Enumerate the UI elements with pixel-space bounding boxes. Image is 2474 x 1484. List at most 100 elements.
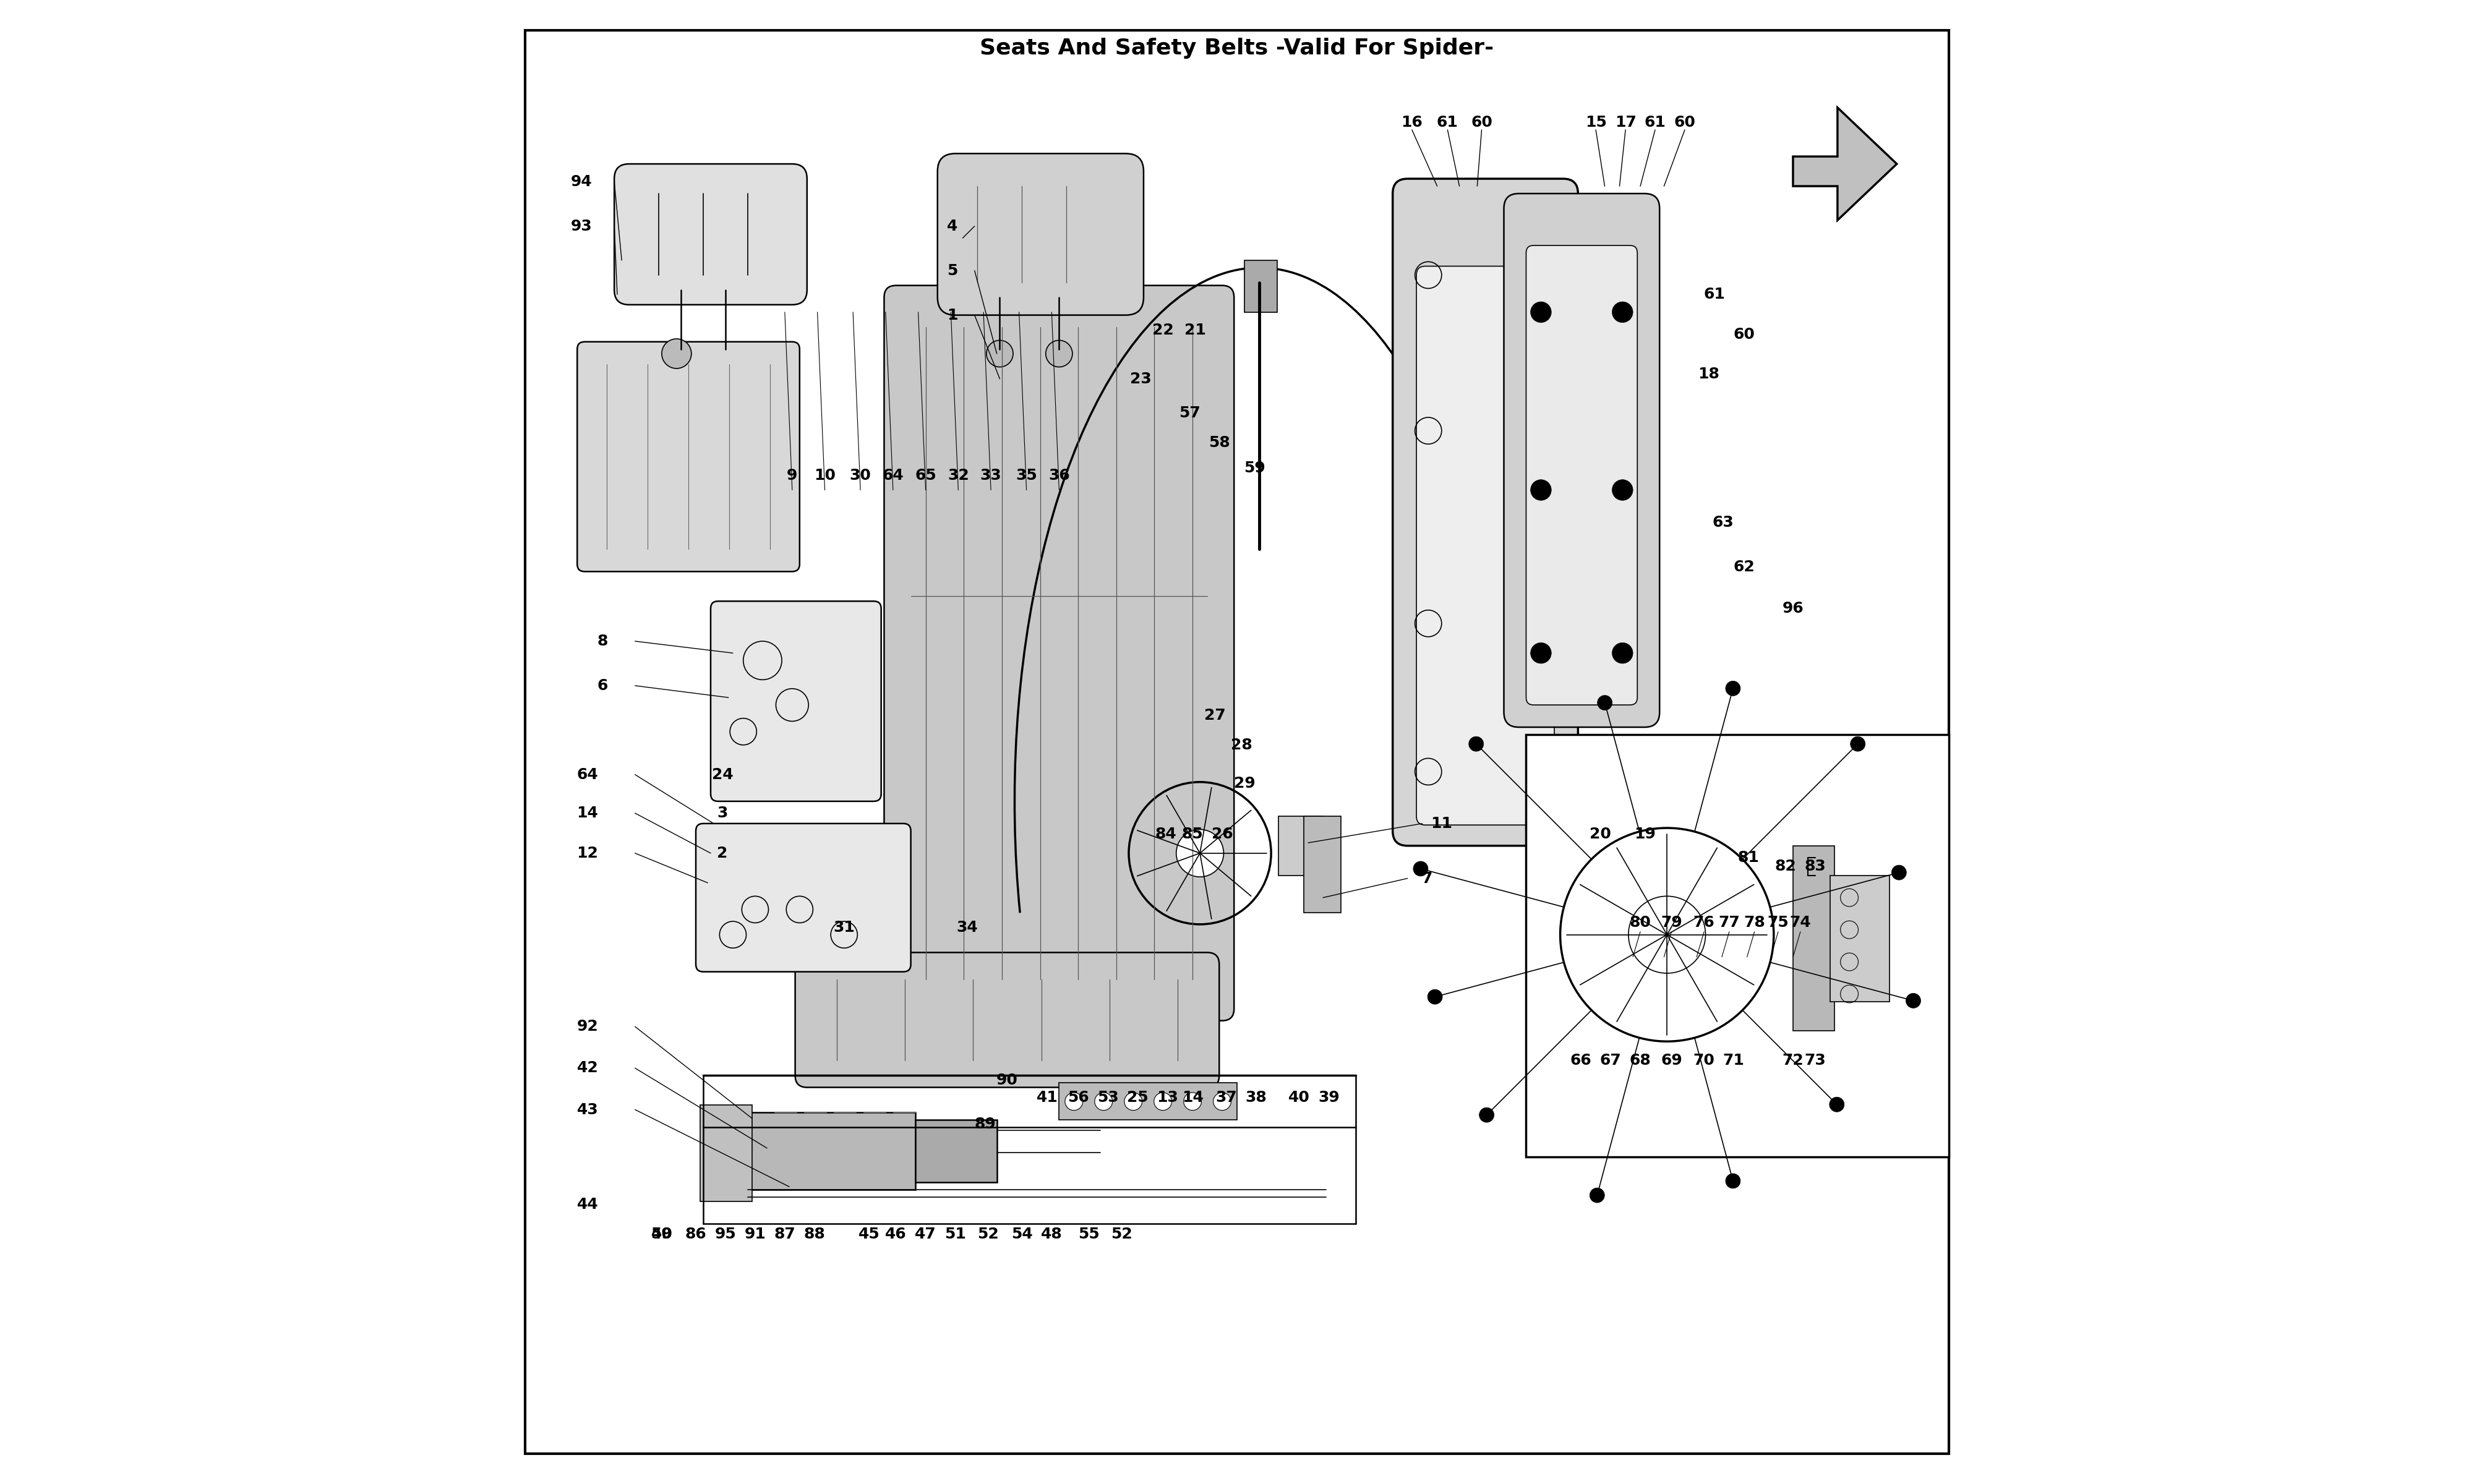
Text: 48: 48 (1042, 1227, 1061, 1242)
Text: 52: 52 (1111, 1227, 1133, 1242)
Text: 88: 88 (804, 1227, 826, 1242)
Text: 13: 13 (1155, 1091, 1178, 1106)
FancyBboxPatch shape (695, 824, 910, 972)
Text: 59: 59 (1244, 460, 1267, 475)
Text: 73: 73 (1804, 1054, 1826, 1068)
Text: 61: 61 (1437, 114, 1457, 129)
Text: 4: 4 (948, 218, 957, 233)
Text: 43: 43 (576, 1103, 599, 1117)
Text: 3: 3 (717, 806, 727, 821)
Text: 32: 32 (948, 467, 970, 482)
Text: 89: 89 (975, 1117, 995, 1132)
Text: 30: 30 (849, 467, 871, 482)
Text: 37: 37 (1215, 1091, 1237, 1106)
Text: 65: 65 (915, 467, 935, 482)
Text: 57: 57 (1178, 405, 1200, 420)
Text: 76: 76 (1692, 916, 1714, 930)
FancyBboxPatch shape (938, 153, 1143, 315)
Text: 21: 21 (1185, 322, 1207, 337)
Circle shape (987, 340, 1014, 367)
Bar (745, 1113, 915, 1190)
Text: 55: 55 (1079, 1227, 1098, 1242)
Text: 45: 45 (858, 1227, 881, 1242)
Circle shape (1123, 1092, 1143, 1110)
Text: 83: 83 (1804, 859, 1826, 874)
Text: 64: 64 (883, 467, 903, 482)
Circle shape (1413, 861, 1427, 876)
Text: 74: 74 (1789, 916, 1811, 930)
Text: 14: 14 (1183, 1091, 1202, 1106)
Text: 14: 14 (576, 806, 599, 821)
Circle shape (1591, 1187, 1606, 1202)
Circle shape (1470, 736, 1484, 751)
Text: 22: 22 (1153, 322, 1173, 337)
Text: 11: 11 (1430, 816, 1452, 831)
FancyBboxPatch shape (1418, 266, 1554, 825)
Bar (1831, 876, 1890, 1002)
Text: 46: 46 (886, 1227, 908, 1242)
FancyBboxPatch shape (614, 163, 807, 304)
Circle shape (1064, 1092, 1084, 1110)
Circle shape (1628, 896, 1705, 974)
Text: 25: 25 (1128, 1091, 1148, 1106)
Text: 9: 9 (787, 467, 797, 482)
Text: 84: 84 (1155, 827, 1178, 841)
Text: 93: 93 (571, 218, 591, 233)
Text: 77: 77 (1719, 916, 1739, 930)
Text: 92: 92 (576, 1020, 599, 1034)
Text: 61: 61 (1705, 286, 1724, 301)
Bar (915, 1120, 997, 1183)
Text: 54: 54 (1012, 1227, 1032, 1242)
FancyBboxPatch shape (576, 341, 799, 571)
Bar (1279, 816, 1324, 876)
Circle shape (1851, 736, 1865, 751)
Text: 38: 38 (1244, 1091, 1267, 1106)
Circle shape (1613, 479, 1633, 500)
Text: 58: 58 (1207, 435, 1230, 450)
Text: 49: 49 (651, 1227, 673, 1242)
Text: 96: 96 (1781, 601, 1804, 616)
Text: 18: 18 (1697, 367, 1719, 381)
Text: 60: 60 (1472, 114, 1492, 129)
Circle shape (1047, 340, 1071, 367)
Text: 19: 19 (1633, 827, 1655, 841)
Text: 52: 52 (977, 1227, 999, 1242)
Bar (1244, 260, 1277, 312)
Text: Seats And Safety Belts -Valid For Spider-: Seats And Safety Belts -Valid For Spider… (980, 39, 1494, 59)
Text: 75: 75 (1766, 916, 1789, 930)
Circle shape (1153, 1092, 1173, 1110)
Circle shape (1613, 301, 1633, 322)
Text: 17: 17 (1616, 114, 1635, 129)
Circle shape (661, 338, 690, 368)
Text: 15: 15 (1586, 114, 1606, 129)
Text: 60: 60 (1675, 114, 1695, 129)
FancyBboxPatch shape (794, 953, 1220, 1088)
Text: 10: 10 (814, 467, 836, 482)
Text: 1: 1 (948, 307, 957, 322)
Text: 95: 95 (715, 1227, 737, 1242)
Text: 47: 47 (915, 1227, 935, 1242)
Text: 62: 62 (1734, 559, 1754, 574)
Circle shape (1427, 990, 1442, 1005)
Text: 94: 94 (571, 174, 591, 188)
Text: 36: 36 (1049, 467, 1069, 482)
Text: 20: 20 (1588, 827, 1611, 841)
Circle shape (1893, 865, 1907, 880)
Text: 7: 7 (1423, 871, 1432, 886)
Text: 28: 28 (1230, 738, 1252, 752)
FancyBboxPatch shape (1504, 193, 1660, 727)
Text: 66: 66 (1571, 1054, 1591, 1068)
Text: 50: 50 (651, 1227, 673, 1242)
Bar (1304, 816, 1341, 913)
Circle shape (1531, 301, 1551, 322)
FancyBboxPatch shape (1526, 245, 1638, 705)
Text: 81: 81 (1737, 850, 1759, 865)
Circle shape (1598, 696, 1613, 711)
Text: 39: 39 (1319, 1091, 1341, 1106)
Text: 69: 69 (1660, 1054, 1682, 1068)
Text: 29: 29 (1235, 776, 1254, 791)
Text: 91: 91 (745, 1227, 767, 1242)
Circle shape (1724, 1174, 1739, 1189)
Text: 61: 61 (1645, 114, 1665, 129)
Text: 79: 79 (1660, 916, 1682, 930)
